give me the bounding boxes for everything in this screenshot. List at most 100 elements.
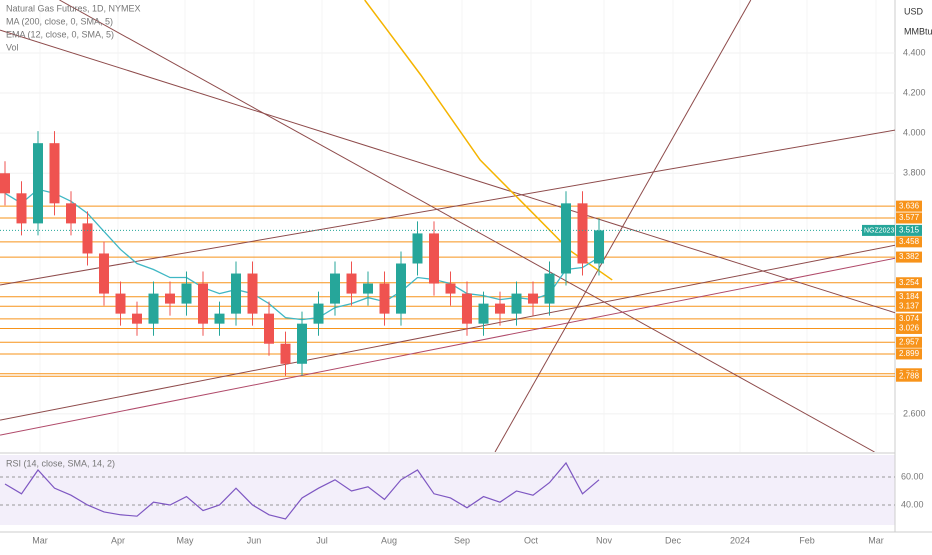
x-tick-label: Feb — [799, 535, 815, 545]
rsi-line — [4, 461, 600, 520]
rsi-tick-label: 40.00 — [901, 499, 924, 509]
indicator-label: EMA (12, close, 0, SMA, 5) — [6, 29, 114, 39]
candle-body — [99, 253, 109, 294]
chart-title: Natural Gas Futures, 1D, NYMEX — [6, 3, 141, 13]
level-label: 3.458 — [899, 237, 920, 246]
candle-body — [82, 223, 93, 254]
x-tick-label: May — [176, 535, 194, 545]
x-tick-label: Dec — [665, 535, 682, 545]
plot — [0, 0, 895, 452]
level-tag — [896, 336, 922, 348]
y-tick-label: 3.800 — [903, 168, 926, 178]
level-tag — [896, 212, 922, 224]
candle-body — [280, 343, 291, 364]
trendline — [0, 29, 895, 314]
level-tag — [896, 277, 922, 289]
symbol-tag — [862, 224, 895, 236]
candle-body — [313, 303, 324, 324]
candle-body — [231, 273, 241, 314]
candle-body — [148, 293, 159, 324]
level-label: 3.254 — [899, 278, 920, 287]
x-tick-label: Aug — [381, 535, 397, 545]
candle-body — [528, 293, 538, 304]
candle-body — [181, 283, 192, 304]
candle-body — [33, 143, 43, 224]
candle-body — [297, 323, 307, 364]
candle-body — [16, 193, 27, 224]
candle-body — [445, 283, 456, 294]
candle-body — [429, 233, 439, 284]
candle-body — [544, 273, 555, 304]
candle-body — [165, 293, 175, 304]
candle-body — [115, 293, 126, 314]
candle-body — [577, 203, 588, 264]
trendline — [0, 244, 895, 421]
level-tag — [896, 348, 922, 360]
trendline — [0, 257, 895, 436]
y-tick-label: 4.400 — [903, 47, 926, 57]
level-tag — [896, 313, 922, 325]
candle-body — [132, 313, 142, 324]
candle-body — [511, 293, 522, 314]
level-label: 3.026 — [899, 324, 920, 333]
level-tag — [896, 236, 922, 248]
indicator-label: Vol — [6, 42, 19, 52]
level-tag — [896, 300, 922, 312]
candle-body — [346, 273, 357, 294]
x-tick-label: Oct — [524, 535, 539, 545]
y-tick-label: 2.600 — [903, 408, 926, 418]
candle-body — [379, 283, 390, 314]
candle-body — [363, 283, 373, 294]
y-tick-label: 4.000 — [903, 128, 926, 138]
candle-body — [412, 233, 423, 264]
level-label: 3.636 — [899, 201, 920, 210]
level-label: 3.074 — [899, 314, 920, 323]
candle-body — [561, 203, 571, 274]
level-tag — [896, 322, 922, 334]
indicator-label: MA (200, close, 0, SMA, 5) — [6, 16, 113, 26]
candle-body — [478, 303, 489, 324]
x-tick-label: Sep — [454, 535, 470, 545]
x-tick-label: Jul — [316, 535, 328, 545]
level-label: 2.957 — [899, 337, 920, 346]
level-tag — [896, 370, 922, 382]
level-label: 3.382 — [899, 252, 920, 261]
x-tick-label: Apr — [111, 535, 125, 545]
trendline — [0, 129, 895, 286]
rsi-title: RSI (14, close, SMA, 14, 2) — [6, 458, 115, 468]
axes: 4.400 4.200 4.000 3.800 2.600 Mar Apr May Jun Jul… — [32, 47, 925, 545]
level-label: 3.137 — [899, 301, 920, 310]
x-tick-label: Nov — [596, 535, 613, 545]
symbol-label: NGZ2023 — [864, 227, 894, 234]
rsi-panel — [0, 455, 895, 525]
level-label: 2.788 — [899, 371, 920, 380]
y-tick-label: 4.200 — [903, 87, 926, 97]
level-tag — [896, 200, 922, 212]
candle-body — [264, 313, 274, 344]
candle-body — [396, 263, 406, 314]
x-tick-label: Mar — [868, 535, 884, 545]
x-tick-label: Mar — [32, 535, 48, 545]
candle-body — [247, 273, 258, 314]
last-price-tag — [896, 224, 922, 236]
candle-body — [0, 173, 10, 194]
level-label: 3.577 — [899, 213, 920, 222]
trendline — [494, 0, 752, 452]
candle-body — [495, 303, 505, 314]
unit-label: MMBtu — [904, 26, 932, 36]
candle-body — [594, 230, 604, 264]
candle-body — [198, 283, 208, 324]
candle-body — [49, 143, 60, 204]
level-tag — [896, 251, 922, 263]
currency-label: USD — [904, 6, 924, 16]
candle-body — [330, 273, 340, 304]
ma200-line — [364, 0, 613, 281]
x-tick-label: 2024 — [730, 535, 750, 545]
candle-body — [66, 203, 76, 224]
rsi-plot — [0, 461, 895, 520]
rsi-tick-label: 60.00 — [901, 471, 924, 481]
level-label: 2.899 — [899, 349, 920, 358]
x-tick-label: Jun — [247, 535, 262, 545]
